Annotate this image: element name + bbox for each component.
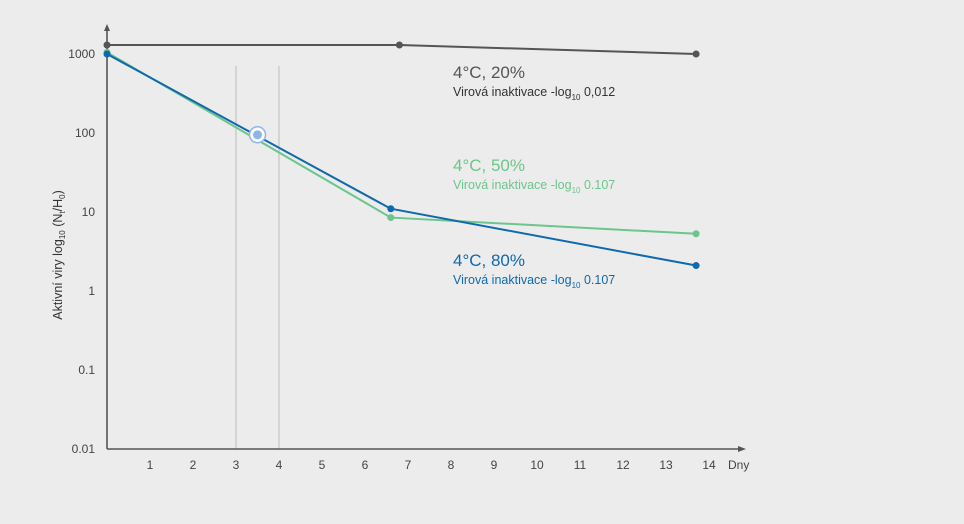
x-tick-label: 12 <box>616 458 630 472</box>
y-tick-label: 1000 <box>68 47 95 61</box>
x-tick-label: 1 <box>147 458 154 472</box>
x-tick-label: 5 <box>319 458 326 472</box>
ylabel-sub1: 10 <box>58 230 67 239</box>
data-point-s80 <box>692 262 700 270</box>
series-label-title: 4°C, 80% <box>453 251 525 270</box>
ylabel-prefix: Aktivní viry log <box>51 239 65 320</box>
subtitle-subscript: 10 <box>572 186 581 195</box>
series-points <box>103 41 700 270</box>
ylabel-sub3: 0 <box>58 194 67 199</box>
series-label-subtitle: Virová inaktivace -log10 0.107 <box>453 273 615 290</box>
data-point-s80 <box>103 50 111 58</box>
subtitle-subscript: 10 <box>572 93 581 102</box>
x-tick-label: 13 <box>659 458 673 472</box>
data-point-s20 <box>692 50 700 58</box>
highlight-lines <box>235 66 280 449</box>
ylabel-mid2: /H <box>51 199 65 212</box>
y-axis-label: Aktivní viry log10 (Nt/H0) <box>51 190 67 320</box>
x-tick-label: 2 <box>190 458 197 472</box>
x-tick-label: 14 <box>702 458 716 472</box>
x-tick-label: 11 <box>574 458 587 472</box>
x-axis-arrow <box>738 446 746 452</box>
series-label-title: 4°C, 20% <box>453 63 525 82</box>
annotation-s80: 4°C, 80% Virová inaktivace -log10 0.107 <box>453 251 615 290</box>
y-tick-label: 100 <box>75 126 95 140</box>
ylabel-suffix: ) <box>51 190 65 194</box>
y-tick-label: 1 <box>88 284 95 298</box>
x-tick-label: 9 <box>491 458 498 472</box>
ylabel-sub2: t <box>58 211 67 214</box>
series-label-title: 4°C, 50% <box>453 156 525 175</box>
data-point-s20 <box>103 41 111 49</box>
subtitle-value: 0.107 <box>581 178 616 192</box>
y-tick-label: 0.01 <box>72 442 96 456</box>
x-tick-label: 7 <box>405 458 412 472</box>
subtitle-prefix: Virová inaktivace -log <box>453 178 572 192</box>
data-point-s50 <box>387 214 395 222</box>
annotation-s50: 4°C, 50% Virová inaktivace -log10 0.107 <box>453 156 615 195</box>
series-line-s50 <box>106 51 697 235</box>
subtitle-subscript: 10 <box>572 281 581 290</box>
series-lines <box>106 43 697 267</box>
series-label-subtitle: Virová inaktivace -log10 0,012 <box>453 85 615 102</box>
y-axis-arrow <box>104 24 110 31</box>
subtitle-prefix: Virová inaktivace -log <box>453 273 572 287</box>
y-tick-label: 10 <box>82 205 96 219</box>
x-axis-label: Dny <box>728 458 749 472</box>
x-tick-label: 8 <box>448 458 455 472</box>
marker-point <box>253 130 262 140</box>
x-tick-label: 6 <box>362 458 369 472</box>
axes <box>104 24 746 452</box>
ylabel-mid: (N <box>51 214 65 231</box>
data-point-s20 <box>395 41 403 49</box>
x-tick-label: 10 <box>530 458 544 472</box>
subtitle-value: 0.107 <box>581 273 616 287</box>
annotation-s20: 4°C, 20% Virová inaktivace -log10 0,012 <box>453 63 615 102</box>
x-tick-label: 4 <box>276 458 283 472</box>
x-tick-label: 3 <box>233 458 240 472</box>
y-tick-label: 0.1 <box>78 363 95 377</box>
series-label-subtitle: Virová inaktivace -log10 0.107 <box>453 178 615 195</box>
data-point-s80 <box>387 205 395 213</box>
data-point-s50 <box>692 230 700 238</box>
subtitle-value: 0,012 <box>581 85 616 99</box>
subtitle-prefix: Virová inaktivace -log <box>453 85 572 99</box>
